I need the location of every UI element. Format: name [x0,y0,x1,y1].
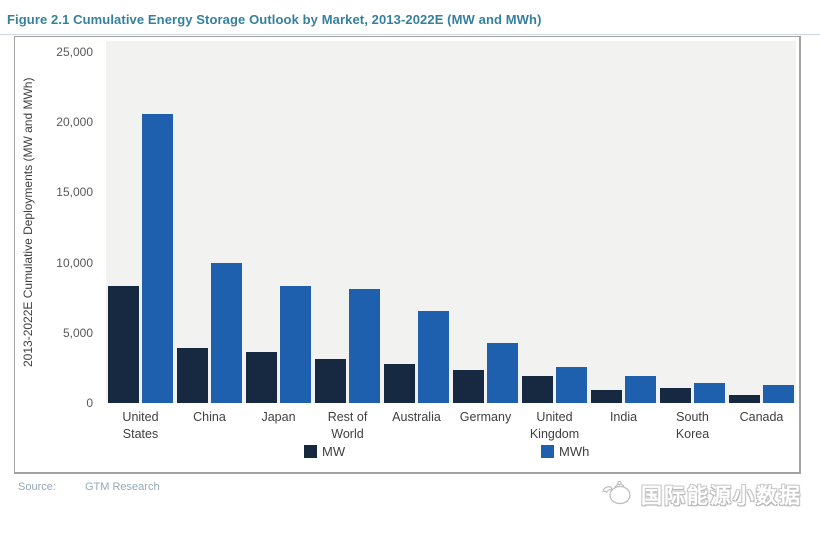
bar-group-united-states [106,41,175,403]
x-label-united-kingdom: United Kingdom [529,410,580,441]
bar-mwh-united-states [142,113,173,403]
bar-mwh-south-korea [694,382,725,403]
bar-mwh-germany [487,343,518,403]
x-label-japan: Japan [261,410,296,424]
y-tick-25000: 25,000 [56,45,93,59]
bar-mw-united-kingdom [522,375,553,403]
bar-group-rest-of-world [313,41,382,403]
bar-mwh-india [625,375,656,403]
legend-item-mw: MW [304,444,345,459]
bar-group-canada [727,41,796,403]
bar-mwh-canada [763,384,794,403]
figure-title: Figure 2.1 Cumulative Energy Storage Out… [7,12,542,27]
source-value: GTM Research [84,481,160,493]
bar-mw-germany [453,370,484,403]
x-label-australia: Australia [392,410,441,424]
bar-mwh-united-kingdom [556,366,587,403]
y-tick-10000: 10,000 [56,255,93,270]
x-label-south-korea: South Korea [675,410,710,441]
x-label-india: India [609,410,638,424]
bar-mw-india [591,389,622,403]
legend-label-mwh: MWh [559,444,590,459]
x-label-united-states: United States [122,410,159,441]
bar-mwh-australia [418,311,449,403]
y-tick-15000: 15,000 [56,185,93,200]
bar-mw-china [177,348,208,403]
bar-group-china [175,41,244,403]
x-label-germany: Germany [459,410,512,424]
bar-group-japan [244,41,313,403]
bar-mwh-rest-of-world [349,289,380,403]
y-tick-5000: 5,000 [62,325,93,340]
bar-group-germany [451,41,520,403]
legend-item-mwh: MWh [541,444,589,459]
legend-label-mw: MW [322,444,346,459]
source-label: Source: [18,481,56,493]
bar-mwh-japan [280,285,311,403]
bar-mw-united-states [108,286,139,403]
bar-group-india [589,41,658,403]
bar-group-south-korea [658,41,727,403]
x-axis-labels: United States China Japan Rest of World Aust… [106,409,796,443]
figure-header: Figure 2.1 Cumulative Energy Storage Out… [0,0,820,35]
x-label-canada: Canada [739,410,784,424]
source-row: Source: GTM Research [18,481,160,493]
chart-frame: 2013-2022E Cumulative Deployments (MW an… [14,36,801,474]
x-label-china: China [193,410,226,424]
bar-mw-south-korea [660,387,691,403]
bar-mw-australia [384,364,415,403]
watermark-text: 国际能源小数据 [641,484,802,508]
bar-mw-canada [729,395,760,403]
plot-area [106,41,796,403]
x-label-rest-of-world: Rest of World [327,410,368,441]
bar-mw-japan [246,352,277,403]
bar-group-australia [382,41,451,403]
y-tick-0: 0 [86,396,93,410]
bar-group-united-kingdom [520,41,589,403]
bar-mw-rest-of-world [315,359,346,403]
bar-mwh-china [211,262,242,403]
legend-swatch-mwh [541,445,554,458]
y-axis-ticks: 0 5,000 10,000 15,000 20,000 25,000 [15,41,101,410]
teapot-logo-icon [601,477,635,512]
y-tick-20000: 20,000 [56,115,93,130]
legend-swatch-mw [304,445,317,458]
watermark: 国际能源小数据 [601,477,802,512]
